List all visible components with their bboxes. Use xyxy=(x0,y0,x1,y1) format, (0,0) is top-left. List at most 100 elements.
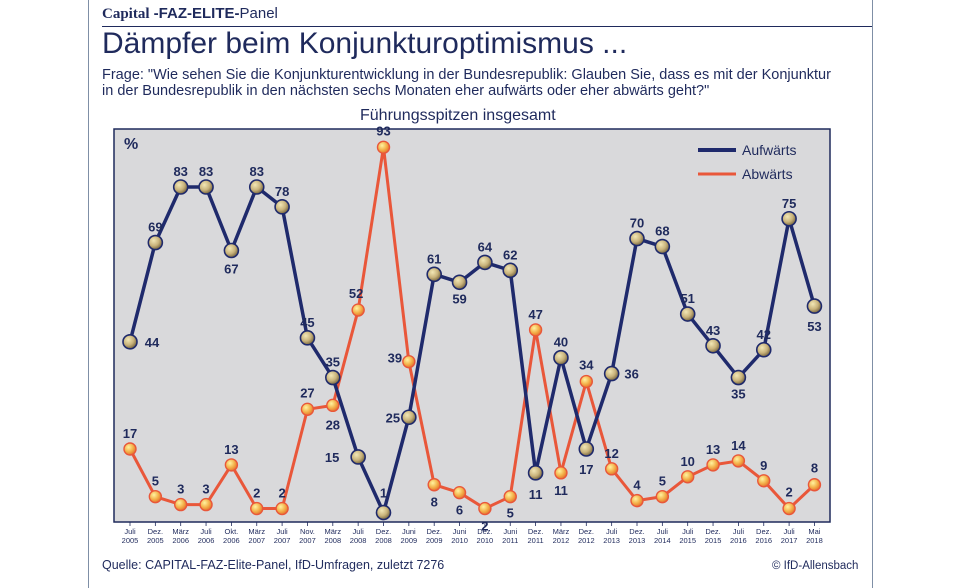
chart-subtitle: Führungsspitzen insgesamt xyxy=(360,107,556,124)
x-tick-label: März xyxy=(172,527,189,536)
data-label: 17 xyxy=(123,426,137,441)
data-label: 34 xyxy=(579,358,594,373)
x-tick-label: 2013 xyxy=(603,536,620,545)
data-point xyxy=(401,409,417,426)
x-tick-label: Juli xyxy=(733,527,745,536)
data-label: 35 xyxy=(731,387,745,402)
x-tick-label: 2007 xyxy=(274,536,291,545)
data-label: 40 xyxy=(554,335,568,350)
data-label: 11 xyxy=(554,483,568,498)
data-label: 2 xyxy=(785,485,792,500)
x-tick-label: 2011 xyxy=(502,536,518,545)
data-point xyxy=(604,462,619,476)
data-point xyxy=(426,266,443,283)
data-point xyxy=(655,489,670,504)
data-label: 83 xyxy=(173,164,187,179)
data-point xyxy=(502,262,519,279)
data-point xyxy=(654,238,671,255)
data-label: 35 xyxy=(326,355,340,370)
data-point xyxy=(706,458,720,472)
plot-area xyxy=(113,128,831,523)
x-tick-label: März xyxy=(553,527,570,536)
x-tick-label: 2018 xyxy=(806,536,823,545)
frame-right-border xyxy=(872,0,873,588)
data-point xyxy=(147,234,164,251)
brand-capital: Capital xyxy=(102,6,150,22)
x-tick-label: 2015 xyxy=(679,536,696,545)
x-tick-label: 2017 xyxy=(781,536,798,545)
data-point xyxy=(198,179,214,195)
data-point xyxy=(122,334,138,350)
x-tick-label: Nov. xyxy=(300,527,315,536)
data-point xyxy=(123,442,137,456)
x-tick-label: 2005 xyxy=(147,536,164,545)
data-label: 1 xyxy=(380,486,387,501)
x-tick-label: 2012 xyxy=(578,536,595,545)
data-label: 64 xyxy=(478,239,493,254)
data-point xyxy=(807,478,822,492)
data-label: 3 xyxy=(202,482,209,497)
data-label: 17 xyxy=(579,462,593,477)
x-tick-label: Juli xyxy=(353,527,365,536)
legend: Aufwärts Abwärts xyxy=(698,142,796,182)
data-point xyxy=(755,341,772,358)
data-label: 51 xyxy=(680,291,694,306)
frame-left-border xyxy=(88,0,89,588)
data-label: 68 xyxy=(655,224,669,239)
data-point xyxy=(148,489,163,504)
data-point xyxy=(427,478,441,492)
data-point xyxy=(527,465,544,481)
data-point xyxy=(324,369,341,386)
data-label: 3 xyxy=(177,482,184,497)
data-point xyxy=(731,454,746,468)
x-tick-label: Juni xyxy=(402,527,416,536)
data-point xyxy=(782,501,796,516)
x-tick-label: Juli xyxy=(276,527,288,536)
data-point xyxy=(376,140,391,154)
data-point xyxy=(223,242,240,259)
series-line xyxy=(128,185,817,515)
data-point xyxy=(326,398,340,413)
data-label: 42 xyxy=(757,327,771,342)
x-tick-label: Dez. xyxy=(579,527,594,536)
data-label: 2 xyxy=(278,486,285,501)
x-tick-label: 2009 xyxy=(401,536,418,545)
data-label: 2 xyxy=(481,519,488,534)
data-point xyxy=(248,179,265,195)
x-tick-label: Juni xyxy=(453,527,467,536)
x-axis-ticks: Juli2005Dez.2005März2006Juli2006Okt.2006… xyxy=(122,522,823,545)
data-point xyxy=(679,306,696,322)
x-tick-label: Juli xyxy=(124,527,136,536)
data-label: 93 xyxy=(376,123,390,138)
data-label: 5 xyxy=(152,474,159,489)
x-tick-label: Dez. xyxy=(756,527,771,536)
data-label: 8 xyxy=(431,495,438,510)
x-tick-label: Okt. xyxy=(225,527,239,536)
x-tick-label: 2008 xyxy=(350,536,367,545)
data-label: 39 xyxy=(388,351,402,366)
data-label: 83 xyxy=(199,164,213,179)
data-label: 28 xyxy=(326,417,340,432)
brand-faz-elite: -FAZ-ELITE- xyxy=(149,5,240,22)
brand-header: Capital -FAZ-ELITE-Panel xyxy=(102,5,278,23)
data-point xyxy=(477,254,493,271)
data-point xyxy=(199,497,213,512)
x-tick-label: März xyxy=(248,527,265,536)
header-rule xyxy=(102,26,872,27)
x-tick-label: 2016 xyxy=(755,536,772,545)
data-label: 69 xyxy=(148,220,162,235)
data-point xyxy=(781,210,797,227)
data-label: 67 xyxy=(224,262,238,277)
x-tick-label: 2014 xyxy=(654,536,671,545)
data-point xyxy=(528,323,543,337)
x-tick-label: 2013 xyxy=(629,536,646,545)
x-tick-label: Juli xyxy=(657,527,669,536)
data-point xyxy=(681,470,695,484)
data-label: 62 xyxy=(503,247,517,262)
y-axis-unit-label: % xyxy=(124,136,138,153)
survey-question: Frage: "Wie sehen Sie die Konjunkturentw… xyxy=(102,67,831,99)
data-point xyxy=(300,402,315,417)
data-label: 52 xyxy=(349,286,363,301)
data-label: 59 xyxy=(452,291,466,306)
